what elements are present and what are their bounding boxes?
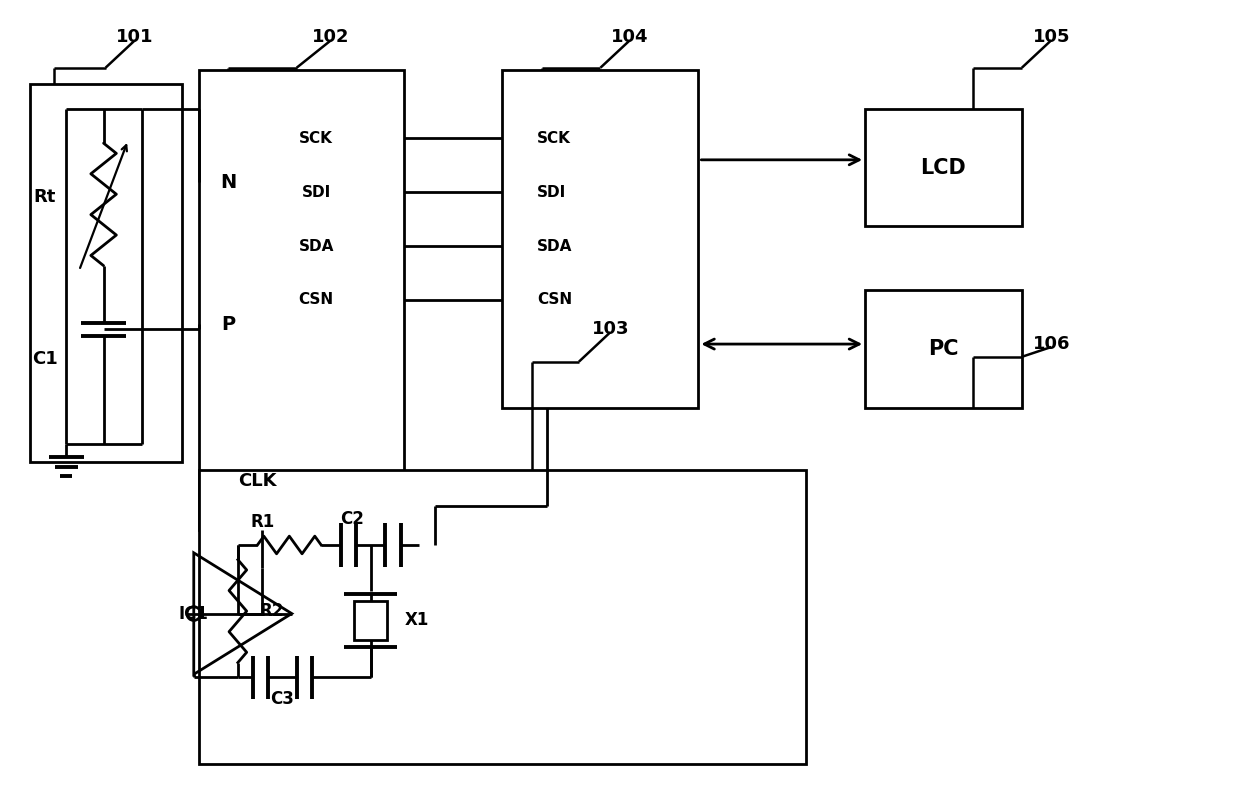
Bar bbox=[502, 70, 699, 408]
Text: R1: R1 bbox=[250, 513, 274, 531]
Text: SDI: SDI bbox=[302, 185, 331, 200]
Text: X1: X1 bbox=[405, 611, 430, 630]
Text: N: N bbox=[221, 173, 237, 192]
Text: 101: 101 bbox=[116, 29, 153, 46]
Bar bbox=[30, 84, 182, 462]
Bar bbox=[354, 601, 388, 640]
Bar bbox=[198, 469, 806, 764]
Text: 105: 105 bbox=[1033, 29, 1070, 46]
Bar bbox=[198, 70, 405, 531]
Text: C2: C2 bbox=[340, 510, 365, 527]
Text: CSN: CSN bbox=[299, 293, 334, 308]
Text: 106: 106 bbox=[1033, 335, 1070, 353]
Text: IC1: IC1 bbox=[178, 604, 208, 623]
Text: PC: PC bbox=[928, 339, 958, 359]
Text: CSN: CSN bbox=[537, 293, 572, 308]
Text: CLK: CLK bbox=[238, 473, 277, 490]
Text: SDI: SDI bbox=[537, 185, 566, 200]
Text: R2: R2 bbox=[259, 602, 284, 620]
Text: LCD: LCD bbox=[921, 158, 967, 178]
Text: 103: 103 bbox=[592, 320, 629, 339]
Text: SDA: SDA bbox=[299, 239, 334, 254]
Text: SDA: SDA bbox=[537, 239, 572, 254]
Text: 104: 104 bbox=[611, 29, 649, 46]
Text: SCK: SCK bbox=[537, 131, 571, 146]
Text: P: P bbox=[221, 315, 235, 334]
Text: 102: 102 bbox=[313, 29, 350, 46]
Bar bbox=[865, 290, 1022, 408]
Text: C3: C3 bbox=[270, 690, 294, 708]
Text: SCK: SCK bbox=[299, 131, 333, 146]
Bar bbox=[865, 109, 1022, 227]
Text: C1: C1 bbox=[32, 350, 57, 368]
Text: Rt: Rt bbox=[34, 188, 56, 206]
